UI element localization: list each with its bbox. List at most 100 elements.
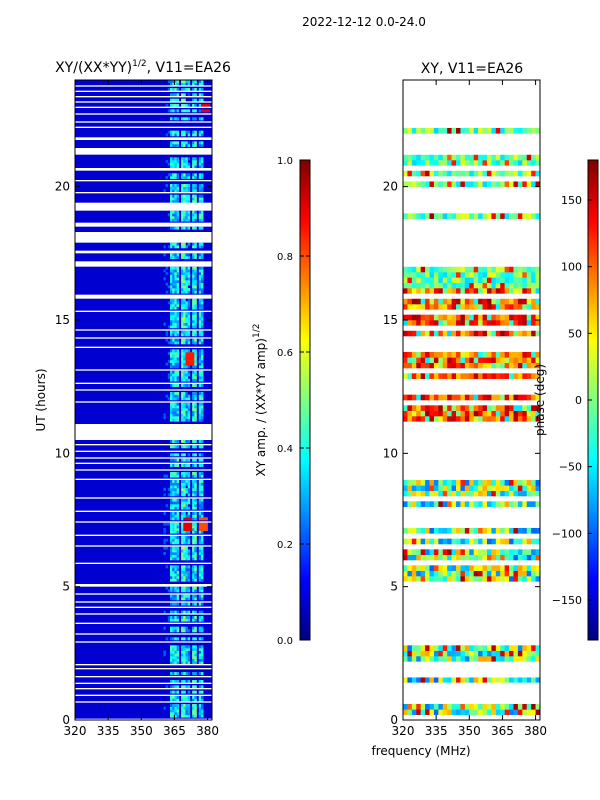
phase-cell [460, 277, 466, 283]
amp-cell [198, 525, 202, 529]
amp-cell [170, 256, 173, 259]
amp-cell [183, 618, 186, 622]
phase-cell [495, 128, 501, 134]
amp-cell [198, 490, 202, 494]
phase-cell [407, 357, 413, 363]
amp-cell [200, 242, 204, 246]
amp-cell [194, 274, 197, 278]
phase-cell [416, 501, 421, 507]
amp-cell [170, 482, 173, 486]
amp-heatmap [75, 80, 212, 720]
amp-cell [183, 330, 186, 334]
phase-cell [469, 272, 475, 278]
amp-cell [187, 565, 191, 569]
phase-cell [425, 645, 430, 651]
amp-cell [194, 549, 197, 553]
phase-cell [522, 565, 528, 571]
phase-cell [429, 405, 435, 411]
amp-cell [185, 576, 188, 579]
phase-cell [411, 549, 417, 555]
amp-cell [192, 298, 195, 302]
phase-cell [407, 528, 413, 534]
amp-cell [192, 104, 195, 107]
amp-cell [187, 482, 191, 486]
amp-cell [181, 298, 184, 302]
phase-cell [456, 282, 461, 289]
amp-cell [170, 200, 173, 203]
amp-cell [187, 541, 191, 545]
amp-cell [172, 698, 175, 702]
amp-cell [185, 618, 188, 622]
phase-cell [464, 554, 470, 561]
phase-cell [438, 480, 444, 486]
amp-cell [174, 384, 177, 387]
amp-cell [165, 394, 169, 398]
phase-cell [482, 288, 488, 294]
amp-cell [170, 357, 173, 361]
phase-cell [531, 80, 536, 81]
amp-cell [185, 362, 188, 366]
amp-cell [200, 362, 204, 366]
phase-cell [504, 549, 510, 555]
amp-cell [194, 594, 197, 598]
amp-cell [181, 370, 184, 374]
phase-cell [420, 288, 426, 294]
amp-cell [192, 370, 195, 374]
phase-cell [535, 480, 540, 486]
phase-cell [482, 405, 488, 411]
amp-cell [181, 322, 184, 326]
phase-cell [411, 677, 417, 683]
amp-cell [167, 618, 171, 622]
phase-cell [513, 304, 519, 310]
phase-cell [438, 416, 444, 422]
phase-cell [447, 576, 452, 582]
phase-cell [478, 410, 483, 417]
phase-cell [482, 480, 488, 486]
amp-cell [174, 213, 177, 217]
amp-cell [198, 597, 202, 601]
phase-cell [531, 576, 536, 582]
amp-cell [200, 653, 204, 657]
phase-cell [531, 304, 536, 310]
phase-cell [433, 373, 439, 379]
amp-cell [183, 144, 186, 147]
amp-cell [181, 482, 184, 486]
amp-cell [174, 256, 177, 259]
amp-cell [192, 480, 195, 483]
amp-cell [194, 397, 197, 401]
phase-cell [478, 501, 483, 507]
amp-cell [194, 298, 197, 302]
amp-cell [194, 618, 197, 622]
amp-cell [174, 488, 177, 491]
amp-cell [198, 165, 202, 169]
amp-cell [187, 490, 191, 494]
amp-cell [185, 472, 188, 475]
amp-cell [192, 680, 195, 683]
phase-cell [403, 576, 408, 582]
phase-cell [517, 277, 523, 283]
phase-cell [509, 266, 514, 273]
phase-cell [403, 288, 408, 294]
amp-panel: XY/(XX*YY)1/2, V11=EA26 320 335 350 365 3800… [34, 59, 231, 738]
phase-cell [456, 277, 461, 283]
amp-cell [194, 661, 197, 665]
amp-cell [194, 410, 197, 414]
phase-cell [522, 480, 528, 486]
amp-cell [187, 173, 191, 177]
phase-cell [491, 554, 497, 561]
phase-cell [451, 170, 457, 177]
amp-cell [198, 586, 202, 590]
amp-cell [187, 218, 191, 222]
amp-cell [185, 354, 188, 358]
amp-cell [192, 330, 195, 334]
phase-cell [522, 490, 528, 497]
phase-cell [517, 288, 523, 294]
phase-cell [429, 538, 435, 545]
amp-cell [192, 200, 195, 203]
amp-cell [181, 514, 184, 518]
amp-cell [174, 474, 177, 478]
phase-cell [442, 362, 448, 369]
amp-cell [170, 557, 173, 561]
amp-cell [176, 528, 180, 531]
phase-cell [425, 266, 430, 273]
